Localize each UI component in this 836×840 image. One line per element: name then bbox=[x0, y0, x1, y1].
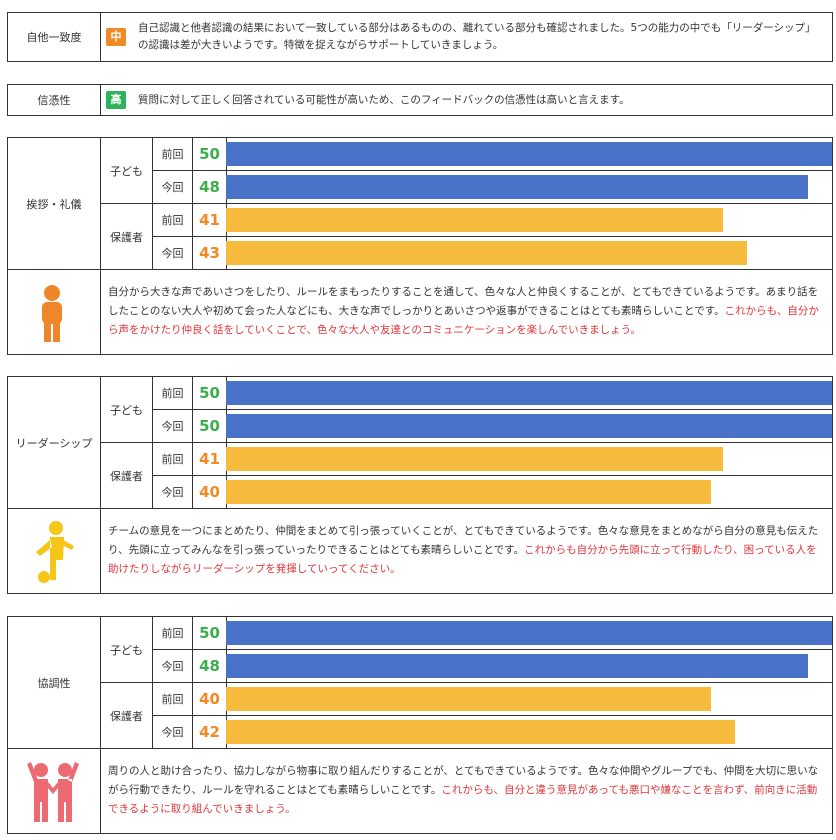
comment-main: 周りの人と助け合ったり、協力しながら物事に取り組んだりすることが、とてもできてい… bbox=[108, 765, 819, 796]
summary-text: 自己認識と他者認識の結果において一致している部分はあるものの、離れている部分も確… bbox=[138, 22, 816, 51]
row-label: 今回 bbox=[152, 236, 193, 270]
group-label: 子ども bbox=[100, 137, 153, 204]
score-bar bbox=[226, 381, 832, 405]
comment-box bbox=[7, 269, 833, 355]
score-bar bbox=[226, 687, 711, 711]
icon-leadership bbox=[36, 521, 74, 583]
score-value: 42 bbox=[192, 715, 227, 749]
score-bar bbox=[226, 208, 723, 232]
section-title: リーダーシップ bbox=[7, 376, 101, 509]
score-value: 48 bbox=[192, 649, 227, 683]
section-title: 挨拶・礼儀 bbox=[7, 137, 101, 270]
score-value: 48 bbox=[192, 170, 227, 204]
level-badge: 高 bbox=[106, 91, 126, 109]
icon-cell bbox=[7, 748, 101, 834]
icon-greeting bbox=[42, 285, 62, 342]
summary-text: 質問に対して正しく回答されている可能性が高いため、このフィードバックの信憑性は高… bbox=[138, 93, 630, 106]
score-value: 50 bbox=[192, 137, 227, 171]
score-bar bbox=[226, 142, 832, 166]
comment-text: チームの意見を一つにまとめたり、仲間をまとめて引っ張っていくことが、とてもできて… bbox=[108, 508, 827, 594]
score-value: 50 bbox=[192, 616, 227, 650]
group-label: 子ども bbox=[100, 376, 153, 443]
score-bar bbox=[226, 720, 736, 744]
comment-box bbox=[7, 748, 833, 834]
score-value: 50 bbox=[192, 376, 227, 410]
summary-label: 信憑性 bbox=[7, 84, 101, 116]
score-value: 41 bbox=[192, 203, 227, 237]
score-bar bbox=[226, 414, 832, 438]
row-label: 前回 bbox=[152, 376, 193, 410]
score-value: 43 bbox=[192, 236, 227, 270]
comment-highlight: これからも自分から先頭に立って行動したり、困っている人を助けたりしながらリーダー… bbox=[108, 544, 817, 575]
comment-text: 周りの人と助け合ったり、協力しながら物事に取り組んだりすることが、とてもできてい… bbox=[108, 748, 827, 834]
comment-main: 自分から大きな声であいさつをしたり、ルールをまもったりすることを通して、色々な人… bbox=[108, 286, 819, 317]
level-badge: 中 bbox=[106, 28, 126, 46]
row-label: 今回 bbox=[152, 715, 193, 749]
icon-cell bbox=[7, 508, 101, 594]
score-bar bbox=[226, 175, 808, 199]
score-value: 50 bbox=[192, 409, 227, 443]
row-label: 前回 bbox=[152, 616, 193, 650]
icon-cooperation bbox=[27, 762, 79, 822]
row-label: 前回 bbox=[152, 203, 193, 237]
row-label: 今回 bbox=[152, 649, 193, 683]
row-label: 今回 bbox=[152, 409, 193, 443]
comment-main: チームの意見を一つにまとめたり、仲間をまとめて引っ張っていくことが、とてもできて… bbox=[108, 525, 819, 556]
score-bar bbox=[226, 654, 808, 678]
comment-text: 自分から大きな声であいさつをしたり、ルールをまもったりすることを通して、色々な人… bbox=[108, 269, 827, 355]
section-title: 協調性 bbox=[7, 616, 101, 749]
group-label: 保護者 bbox=[100, 442, 153, 509]
row-label: 今回 bbox=[152, 170, 193, 204]
row-label: 前回 bbox=[152, 442, 193, 476]
group-label: 保護者 bbox=[100, 203, 153, 270]
icon-cell bbox=[7, 269, 101, 355]
group-label: 保護者 bbox=[100, 682, 153, 749]
group-label: 子ども bbox=[100, 616, 153, 683]
row-label: 前回 bbox=[152, 682, 193, 716]
score-value: 41 bbox=[192, 442, 227, 476]
score-bar bbox=[226, 241, 748, 265]
row-label: 前回 bbox=[152, 137, 193, 171]
comment-box bbox=[7, 508, 833, 594]
score-value: 40 bbox=[192, 475, 227, 509]
score-value: 40 bbox=[192, 682, 227, 716]
row-label: 今回 bbox=[152, 475, 193, 509]
comment-highlight: これからも、自分と違う意見があっても悪口や嫌なことを言わず、前向きに活動できるよ… bbox=[108, 784, 818, 815]
summary-label: 自他一致度 bbox=[7, 12, 101, 62]
score-bar bbox=[226, 621, 832, 645]
comment-highlight: これからも、自分から声をかけたり仲良く話をしていくことで、色々な大人や友達とのコ… bbox=[108, 305, 819, 336]
score-bar bbox=[226, 447, 723, 471]
score-bar bbox=[226, 480, 711, 504]
